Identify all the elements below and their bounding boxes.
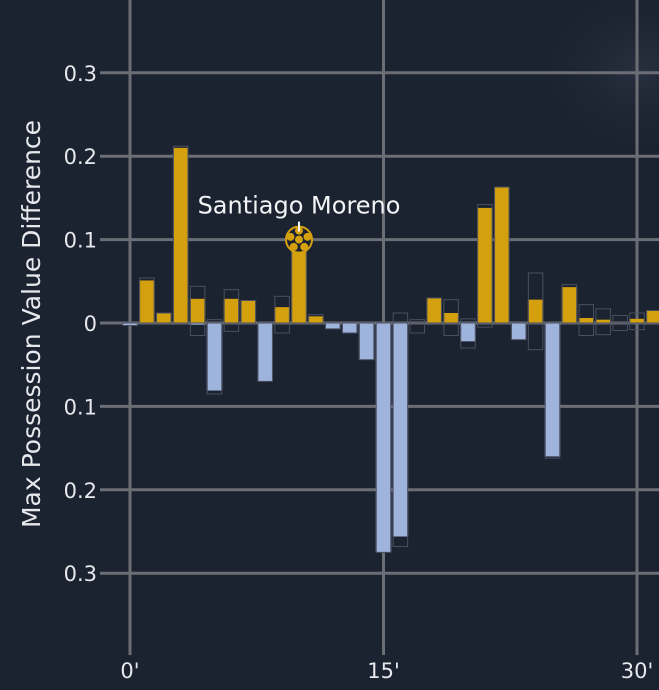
bar-outline-32: [510, 322, 527, 341]
bar-outline-19: [375, 322, 392, 553]
bar-39: [595, 319, 611, 323]
y-tick-label-1: 0.2: [64, 145, 97, 169]
bar-11: [257, 323, 273, 382]
ball-center-patch: [295, 235, 303, 244]
annotation-label: Santiago Moreno: [198, 192, 401, 220]
bar-outline-38: [578, 322, 595, 337]
bar-outline-7: [206, 319, 223, 324]
bar-outline-36: [561, 284, 578, 324]
bar-outline-10: [240, 299, 257, 324]
bar-outline-28: [460, 318, 476, 324]
y-tick-label-2: 0.1: [64, 229, 97, 253]
bar-15: [308, 316, 324, 323]
bar-outline-5: [189, 322, 206, 337]
bar-outline-23: [409, 319, 426, 324]
bar-35: [544, 323, 561, 457]
bar-25: [443, 312, 459, 323]
bar-3: [172, 147, 189, 323]
bar-20: [392, 323, 409, 537]
bar-outline-15: [308, 314, 324, 324]
bar-5: [189, 323, 206, 325]
x-tick-label-0: 0': [120, 659, 139, 683]
bar-6: [206, 323, 223, 391]
annotation-layer: Santiago Moreno: [198, 192, 401, 254]
bar-12: [274, 307, 290, 323]
bar-outline-31: [494, 186, 510, 324]
bar-outline-13: [274, 322, 290, 334]
bar-19: [375, 323, 392, 553]
y-tick-label-0: 0.3: [64, 62, 97, 86]
bar-4: [189, 298, 206, 323]
bar-outline-45: [646, 309, 659, 324]
bar-outline-16: [325, 322, 341, 330]
ball-patch-4: [286, 232, 295, 241]
bar-36: [561, 287, 578, 323]
bar-16: [325, 323, 341, 329]
bar-outline-35: [544, 322, 561, 459]
bar-outline-11: [257, 322, 273, 382]
y-axis-label: Max Possession Value Difference: [17, 120, 46, 528]
x-tick-label-1: 15': [367, 659, 400, 683]
ball-patch-3: [289, 242, 298, 251]
bar-17: [341, 323, 358, 334]
bar-outline-24: [426, 297, 442, 324]
x-tick-labels: 0' 15' 30': [120, 659, 653, 683]
y-tick-labels: 0.3 0.2 0.1 0 0.1 0.2 0.3: [64, 62, 97, 586]
bar-45: [646, 310, 659, 323]
ball-patch-2: [300, 242, 309, 251]
bar-10: [240, 300, 257, 323]
bar-37: [578, 317, 595, 323]
bar-14: [291, 245, 307, 323]
bar-outline-30: [477, 322, 493, 328]
bar-outline-42: [612, 322, 628, 332]
soccer-ball-icon: [285, 225, 313, 254]
bar-0: [122, 323, 138, 326]
bar-33: [527, 299, 544, 323]
bar-outline-9: [223, 322, 240, 332]
bar-outline-44: [629, 322, 645, 331]
bar-2: [156, 312, 172, 323]
bar-24: [426, 297, 442, 323]
bar-outline-2: [156, 312, 172, 324]
bar-29: [477, 207, 493, 323]
bar-1: [139, 280, 155, 323]
bar-outline-26: [443, 322, 459, 337]
bar-27: [460, 323, 476, 342]
bar-outline-17: [341, 322, 358, 334]
bar-outline-40: [595, 322, 611, 336]
bars-layer: [122, 145, 659, 553]
bar-outline-3: [172, 145, 189, 324]
y-tick-label-4: 0.1: [64, 395, 97, 419]
bar-outline-21: [392, 312, 409, 324]
y-tick-label-3: 0: [84, 312, 97, 336]
y-tick-label-6: 0.3: [64, 562, 97, 586]
bar-32: [510, 323, 527, 340]
bar-18: [358, 323, 375, 360]
bar-outline-18: [358, 322, 375, 361]
x-tick-label-2: 30': [621, 659, 654, 683]
bar-31: [494, 187, 510, 323]
bar-8: [223, 298, 240, 323]
y-tick-label-5: 0.2: [64, 479, 97, 503]
bar-outline-1: [139, 277, 155, 324]
bar-outline-34: [527, 322, 544, 351]
bar-43: [629, 318, 645, 323]
bar-outline-0: [122, 322, 138, 327]
ball-patch-1: [303, 232, 312, 241]
background-glow: [530, 0, 659, 160]
